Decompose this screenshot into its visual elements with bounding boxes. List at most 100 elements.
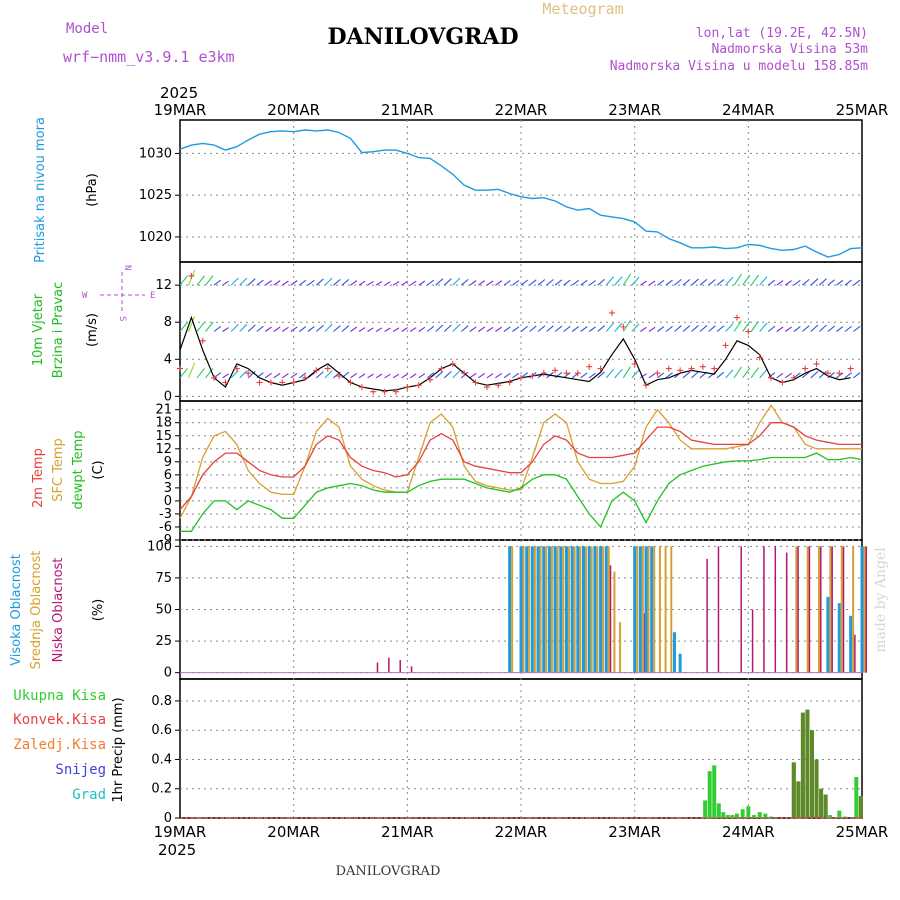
wind-barb xyxy=(460,278,469,286)
cloud-low-bar xyxy=(399,660,401,673)
cloud-low-bar xyxy=(774,546,777,673)
cloud-mid-bar xyxy=(567,546,570,673)
wind-barb xyxy=(682,371,691,379)
cloud-mid-bar xyxy=(602,546,605,673)
cloud-mid-bar xyxy=(658,546,661,673)
y-tick-label: 25 xyxy=(155,634,172,649)
wind-barb xyxy=(426,325,435,332)
precip-conv-bar xyxy=(809,730,814,818)
cloud-mid-bar xyxy=(613,571,616,673)
x-tick-label-top: 24MAR xyxy=(722,101,775,119)
cloud-low-bar xyxy=(609,565,612,673)
wind-barb xyxy=(742,274,751,286)
wind-barb xyxy=(691,278,699,286)
wind-barb xyxy=(725,369,734,379)
wind-barb xyxy=(767,325,776,332)
cloud-mid-bar xyxy=(840,546,843,673)
precip-conv-bar xyxy=(819,788,824,818)
cloud-mid-bar xyxy=(607,546,610,673)
wind-gust-mark xyxy=(824,370,831,377)
precip-total-bar xyxy=(746,806,751,818)
cloud-high-bar xyxy=(536,546,540,673)
precip-total-bar xyxy=(854,777,859,818)
wind-barb xyxy=(443,370,452,379)
wind-barb xyxy=(588,280,596,286)
wind-barb xyxy=(384,281,391,286)
cloud-mid-bar xyxy=(562,546,565,673)
wind-barb xyxy=(580,279,588,286)
cloud-high-bar xyxy=(650,546,654,673)
wind-barb xyxy=(213,279,222,286)
wind-barb xyxy=(665,279,673,286)
wind-barb xyxy=(486,373,494,379)
wind-barb xyxy=(750,367,760,379)
y-tick-label: 100 xyxy=(147,539,172,554)
wind-barb xyxy=(614,276,623,286)
wind-barb xyxy=(264,280,272,286)
cloud-mid-bar xyxy=(579,546,582,673)
y-tick-label: 9 xyxy=(164,455,172,470)
precip-total-bar xyxy=(712,765,717,818)
wind-barb xyxy=(469,372,477,379)
cloud-high-bar xyxy=(564,546,568,673)
wind-barb xyxy=(827,279,835,286)
wind-barb xyxy=(367,327,374,332)
wind-barb xyxy=(384,327,391,332)
wind-barb xyxy=(512,372,520,379)
wind-barb xyxy=(418,373,426,379)
wind-barb xyxy=(605,276,615,286)
wind-gust-mark xyxy=(177,365,183,372)
cloud-mid-bar xyxy=(806,546,809,673)
wind-gust-mark xyxy=(597,365,604,372)
wind-gust-mark xyxy=(222,379,229,386)
wind-barb xyxy=(674,278,682,286)
y-tick-label: -6 xyxy=(159,520,172,535)
wind-barb xyxy=(435,278,444,286)
year-top: 2025 xyxy=(160,84,198,102)
x-tick-label-top: 22MAR xyxy=(495,101,548,119)
wind-barb xyxy=(699,278,708,286)
cloud-high-bar xyxy=(638,546,642,673)
footer-title: DANILOVGRAD xyxy=(336,864,441,879)
wind-barb xyxy=(801,325,810,332)
wind-barb xyxy=(733,366,742,379)
wind-barb xyxy=(401,280,408,286)
wind-barb xyxy=(418,326,426,332)
wind-barb xyxy=(759,368,768,379)
y-tick-label: 0.4 xyxy=(151,752,172,767)
y-tick-label: 0 xyxy=(164,389,172,404)
precip-conv-bar xyxy=(791,762,796,818)
wind-barb xyxy=(665,325,673,332)
wind-barb xyxy=(273,280,281,286)
cloud-low-bar xyxy=(706,558,708,673)
wind-barb xyxy=(614,368,623,379)
cloud-high-label: Visoka Oblacnost xyxy=(9,554,24,666)
wind-barb xyxy=(554,371,563,379)
cloud-mid-bar xyxy=(596,546,599,673)
wind-gust-mark xyxy=(336,372,343,379)
wind-barb xyxy=(512,326,520,332)
cloud-mid-bar xyxy=(528,546,531,673)
wind-gust-mark xyxy=(643,382,650,389)
y-tick-label: 50 xyxy=(155,603,172,618)
wind-barb xyxy=(307,326,315,332)
cloud-low-bar xyxy=(808,546,811,673)
cloud-low-label: Niska Oblacnost xyxy=(51,558,66,663)
wind-barb xyxy=(435,370,444,379)
wind-gust-mark xyxy=(574,370,581,377)
wind-gust-mark xyxy=(665,365,672,372)
y-tick-label: 1020 xyxy=(139,230,172,245)
wind-barb xyxy=(622,273,632,286)
wind-gust-mark xyxy=(267,379,274,386)
compass-s: S xyxy=(117,316,127,321)
cloud-mid-bar xyxy=(647,546,650,673)
wind-barb xyxy=(179,321,188,332)
y-tick-label: -3 xyxy=(159,507,172,522)
y-tick-label: 1025 xyxy=(139,188,172,203)
cloud-high-bar xyxy=(559,546,563,673)
wind-gust-mark xyxy=(813,360,820,367)
x-tick-label-bottom: 22MAR xyxy=(495,823,548,841)
cloud-low-bar xyxy=(751,609,754,673)
wind-barb xyxy=(290,372,298,379)
precip-conv-bar xyxy=(796,781,801,818)
